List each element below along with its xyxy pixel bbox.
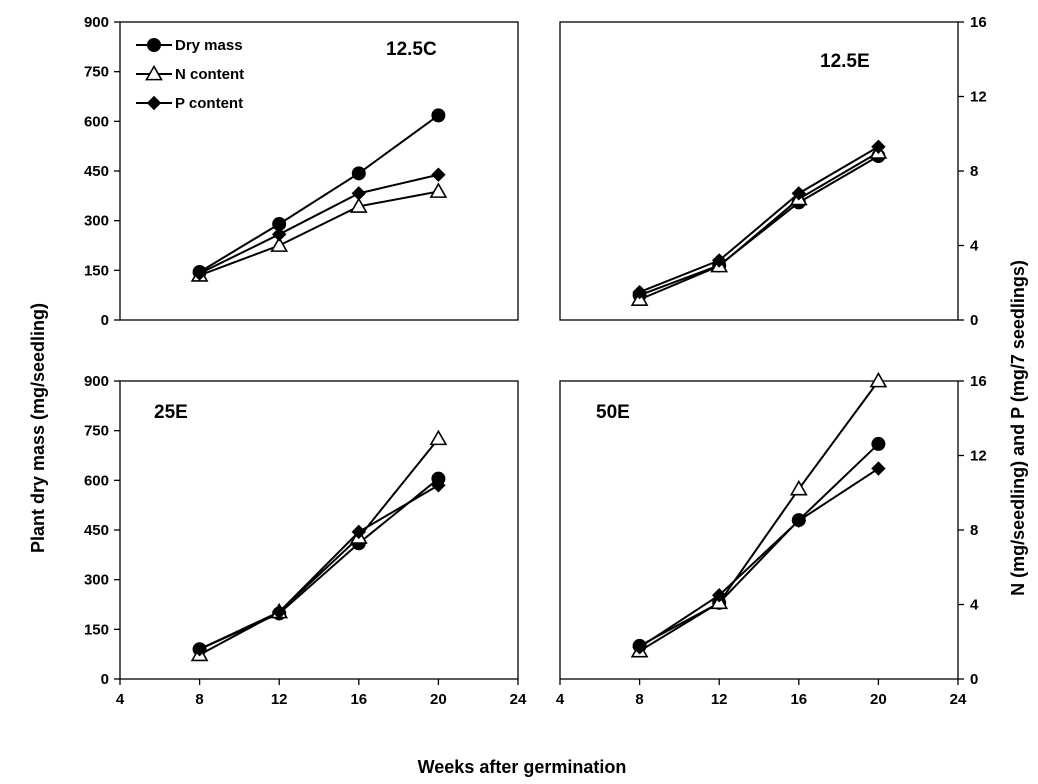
x-tick-label: 4 xyxy=(556,691,565,708)
y-tick-label-left: 450 xyxy=(84,522,109,539)
panel-25e: 0 150 300 450 600 750 900 4 8 12 16 20 24 25E xyxy=(84,373,527,708)
point-n-content xyxy=(270,236,289,252)
point-n-content xyxy=(429,182,448,198)
x-tick-label: 16 xyxy=(350,691,367,708)
y-tick-label-right: 8 xyxy=(970,163,978,180)
legend-item-dry-mass: Dry mass xyxy=(136,37,243,54)
legend-item-p-content: P content xyxy=(136,95,243,112)
point-p-content xyxy=(871,139,886,154)
y-tick-label-right: 12 xyxy=(970,448,987,465)
plot-frame xyxy=(559,21,959,321)
y-tick-label-right: 4 xyxy=(970,597,979,614)
x-tick-label: 12 xyxy=(711,691,728,708)
y-tick-label-left: 300 xyxy=(84,572,109,589)
y-tick-label-right: 0 xyxy=(970,312,978,329)
point-p-content xyxy=(351,186,367,201)
point-p-content xyxy=(431,478,446,493)
point-n-content xyxy=(789,479,808,496)
y-tick-label-right: 16 xyxy=(970,14,987,31)
point-dry-mass xyxy=(431,108,446,123)
point-p-content xyxy=(351,524,367,540)
y-axis-label-left: Plant dry mass (mg/seedling) xyxy=(28,303,48,553)
point-p-content xyxy=(271,604,287,620)
series-line-n-content xyxy=(199,438,440,656)
series-line-n-content xyxy=(639,151,879,301)
point-p-content xyxy=(192,266,207,281)
x-tick-label: 8 xyxy=(635,691,643,708)
series-line-p-content xyxy=(199,173,439,275)
x-tick-label: 24 xyxy=(950,691,967,708)
point-p-content xyxy=(791,186,807,201)
legend-item-n-content: N content xyxy=(136,64,244,83)
point-p-content xyxy=(632,284,647,300)
y-axis-label-right: N (mg/seedling) and P (mg/7 seedlings) xyxy=(1008,260,1028,596)
point-p-content xyxy=(711,587,727,603)
series-line-dry-mass xyxy=(199,477,440,651)
x-tick-label: 20 xyxy=(870,691,887,708)
y-tick-label-right: 0 xyxy=(970,671,978,688)
point-n-content xyxy=(349,197,368,213)
plot-frame xyxy=(559,380,959,680)
x-tick-label: 24 xyxy=(510,691,527,708)
series-line-dry-mass xyxy=(199,114,439,273)
legend-label: N content xyxy=(175,66,244,83)
point-p-content xyxy=(711,253,727,268)
y-tick-label-left: 750 xyxy=(84,64,109,81)
panel-title: 12.5E xyxy=(820,51,870,72)
y-tick-label-left: 900 xyxy=(84,373,109,390)
series-line-dry-mass xyxy=(639,155,879,297)
panel-12-5c: 0 150 300 450 600 750 900 12.5C xyxy=(84,14,519,329)
panel-50e: 0 4 8 12 16 4 8 12 16 20 24 50E xyxy=(556,371,987,708)
point-dry-mass xyxy=(351,166,366,181)
point-p-content xyxy=(271,227,287,242)
y-tick-label-left: 900 xyxy=(84,14,109,31)
series-line-dry-mass xyxy=(639,443,880,647)
legend: Dry mass N content P content xyxy=(136,37,244,112)
y-tick-label-right: 4 xyxy=(970,238,979,255)
y-tick-label-left: 600 xyxy=(84,472,109,489)
panel-title: 12.5C xyxy=(386,39,437,60)
x-tick-label: 12 xyxy=(271,691,288,708)
legend-marker xyxy=(145,64,163,81)
x-tick-label: 20 xyxy=(430,691,447,708)
x-tick-label: 16 xyxy=(790,691,807,708)
y-tick-label-left: 450 xyxy=(84,163,109,180)
legend-label: P content xyxy=(175,95,243,112)
panel-grid: 015030045060075090012.5C048121612.5E0150… xyxy=(84,14,987,708)
y-tick-label-left: 300 xyxy=(84,213,109,230)
point-p-content xyxy=(431,167,446,182)
panel-title: 25E xyxy=(154,402,188,423)
point-dry-mass xyxy=(871,436,886,451)
point-n-content xyxy=(869,371,888,388)
series-line-p-content xyxy=(199,484,439,651)
point-n-content xyxy=(429,429,448,446)
y-tick-label-right: 16 xyxy=(970,373,987,390)
x-tick-label: 8 xyxy=(195,691,203,708)
plot-frame xyxy=(119,380,519,680)
legend-marker xyxy=(147,38,161,52)
y-tick-label-right: 8 xyxy=(970,522,978,539)
legend-marker xyxy=(146,95,162,111)
legend-label: Dry mass xyxy=(175,37,243,54)
y-tick-label-left: 150 xyxy=(84,621,109,638)
point-p-content xyxy=(192,641,207,657)
series-line-p-content xyxy=(639,145,879,293)
point-p-content xyxy=(871,461,886,476)
y-tick-label-left: 150 xyxy=(84,262,109,279)
series-line-n-content xyxy=(199,190,439,277)
series-line-n-content xyxy=(639,380,880,652)
x-axis-label: Weeks after germination xyxy=(418,757,627,777)
point-p-content xyxy=(791,513,807,528)
point-p-content xyxy=(632,640,647,655)
y-tick-label-right: 12 xyxy=(970,89,987,106)
panel-12-5e: 0 4 8 12 16 12.5E xyxy=(559,14,987,329)
series-line-p-content xyxy=(639,467,879,649)
y-tick-label-left: 0 xyxy=(101,312,109,329)
y-tick-label-left: 0 xyxy=(101,671,109,688)
y-tick-label-left: 750 xyxy=(84,423,109,440)
panel-title: 50E xyxy=(596,402,630,423)
y-tick-label-left: 600 xyxy=(84,113,109,130)
x-tick-label: 4 xyxy=(116,691,125,708)
